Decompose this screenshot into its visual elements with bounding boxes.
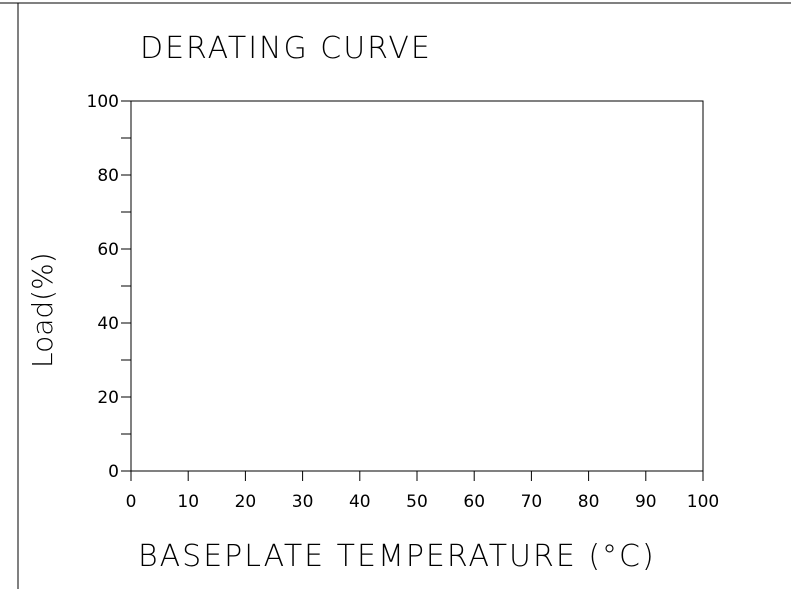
x-tick-label: 0: [126, 492, 137, 512]
y-tick-label: 20: [97, 388, 119, 408]
y-axis-ticks: 0 20 40 60 80 100: [87, 92, 131, 482]
x-tick-label: 30: [292, 492, 314, 512]
x-tick-label: 90: [635, 492, 657, 512]
x-axis-label: BASEPLATE TEMPERATURE (°C): [138, 539, 656, 574]
x-tick-label: 60: [463, 492, 485, 512]
y-tick-label: 80: [97, 166, 119, 186]
y-tick-label: 0: [108, 462, 119, 482]
x-tick-label: 50: [406, 492, 428, 512]
x-tick-label: 100: [687, 492, 719, 512]
y-tick-label: 40: [97, 314, 119, 334]
x-tick-label: 10: [177, 492, 199, 512]
x-tick-label: 20: [235, 492, 257, 512]
x-axis-ticks: 0 10 20 30 40 50 60 70 80 90 100: [126, 471, 719, 512]
chart-title: DERATING CURVE: [140, 31, 432, 66]
x-tick-label: 80: [578, 492, 600, 512]
x-tick-label: 40: [349, 492, 371, 512]
y-tick-label: 60: [97, 240, 119, 260]
y-tick-label: 100: [87, 92, 119, 112]
x-tick-label: 70: [521, 492, 543, 512]
plot-area-frame: [130, 100, 704, 472]
y-axis-label: Load(%): [26, 252, 59, 368]
